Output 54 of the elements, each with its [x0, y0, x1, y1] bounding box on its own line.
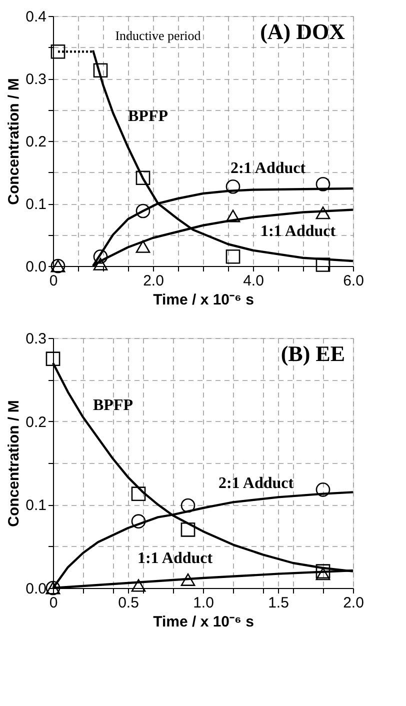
x-tick-label: 1.0 [193, 594, 214, 612]
point [316, 206, 330, 220]
y-tick-label: 0.2 [26, 134, 46, 150]
y-tick-label: 0.2 [26, 414, 46, 431]
y-tick-label: 0.3 [26, 71, 46, 88]
point [180, 522, 196, 537]
y-axis-title: Concentration / M [6, 400, 23, 527]
x-tick-label: 6.0 [343, 272, 364, 290]
annotation: BPFP [93, 397, 134, 414]
y-tick-label: 0.3 [26, 330, 46, 348]
annotation: 2:1 Adduct [218, 475, 294, 492]
point [316, 176, 330, 192]
annotation: 1:1 Adduct [260, 223, 336, 240]
x-tick-label: 0.5 [118, 594, 139, 612]
annotation: BPFP [128, 108, 168, 125]
point [180, 498, 196, 513]
point [226, 210, 240, 222]
point [131, 486, 146, 501]
point [93, 249, 108, 264]
x-axis-title: Time / x 10⁻⁶ s [153, 614, 254, 630]
point [226, 179, 240, 194]
x-tick-label: 1.5 [268, 594, 289, 612]
point [136, 240, 150, 253]
point [46, 352, 60, 366]
y-tick-label: 0.0 [26, 580, 46, 598]
point [131, 514, 146, 528]
point [131, 579, 146, 592]
point [316, 258, 330, 272]
x-tick-label: 4.0 [243, 272, 264, 290]
point [316, 564, 330, 578]
chart-title: (A) DOX [260, 19, 346, 44]
y-axis-title: Concentration / M [6, 78, 23, 205]
x-tick-label: 0 [49, 272, 58, 290]
y-tick-label: 0.1 [26, 497, 46, 514]
point [316, 568, 330, 580]
y-tick-label: 0.4 [26, 8, 46, 26]
annotation: 1:1 Adduct [137, 550, 214, 567]
x-tick-label: 0 [49, 594, 58, 612]
point [316, 482, 330, 497]
point [226, 249, 240, 264]
point [93, 63, 108, 78]
x-axis-title: Time / x 10⁻⁶ s [153, 292, 254, 308]
point [136, 204, 150, 218]
point [136, 170, 150, 186]
point [50, 44, 66, 59]
annotation: Inductive period [115, 28, 202, 43]
chart-title: (B) EE [280, 341, 345, 366]
point [93, 258, 108, 270]
x-tick-label: 2.0 [343, 594, 364, 612]
y-tick-label: 0.1 [26, 196, 46, 213]
point [180, 573, 196, 586]
y-tick-label: 0.0 [26, 258, 46, 276]
annotation: 2:1 Adduct [230, 160, 306, 177]
x-tick-label: 2.0 [143, 272, 164, 290]
